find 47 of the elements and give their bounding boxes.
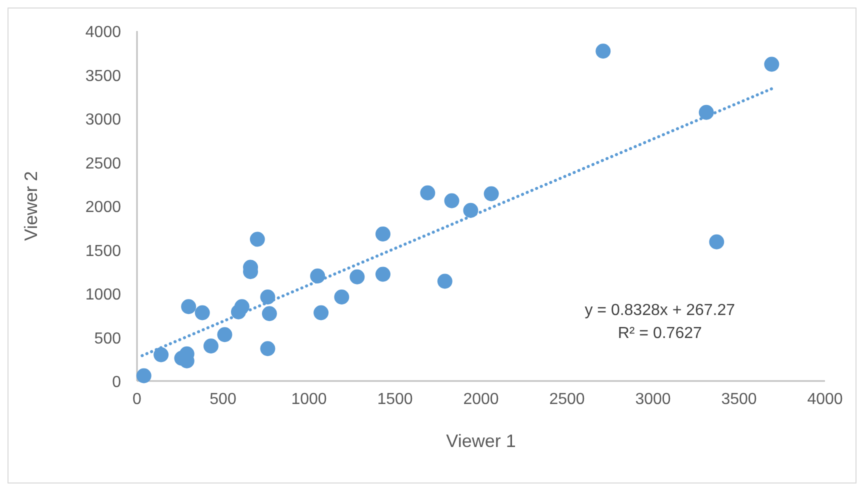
point <box>484 186 499 202</box>
x-tick-label: 500 <box>210 391 236 408</box>
point <box>764 56 780 72</box>
point <box>314 305 329 320</box>
x-tick-label: 2000 <box>463 391 499 408</box>
x-tick-label: 3000 <box>635 391 671 408</box>
point <box>181 299 196 314</box>
x-tick-label: 1000 <box>291 391 327 408</box>
point <box>260 341 276 356</box>
y-axis-title: Viewer 2 <box>21 171 41 241</box>
x-tick-label: 4000 <box>807 391 843 408</box>
point <box>709 234 724 250</box>
y-tick-label: 2000 <box>85 199 122 216</box>
point <box>375 226 390 242</box>
annotation: y = 0.8328x + 267.27 <box>584 302 736 319</box>
point <box>698 104 714 120</box>
point <box>250 232 265 247</box>
point <box>194 305 210 320</box>
point <box>444 193 460 208</box>
y-tick-label: 2500 <box>85 155 122 172</box>
point <box>334 290 350 304</box>
point <box>262 306 277 322</box>
y-tick-label: 0 <box>112 374 122 391</box>
y-tick-label: 1500 <box>85 242 122 260</box>
point <box>136 368 152 384</box>
x-axis-title: Viewer 1 <box>446 431 516 451</box>
point <box>463 202 478 218</box>
annotation: R² = 0.7627 <box>618 325 702 342</box>
y-tick-label: 3000 <box>85 112 122 128</box>
point <box>154 347 169 362</box>
point <box>375 266 390 282</box>
point <box>350 269 365 284</box>
x-tick-label: 0 <box>132 391 142 408</box>
y-tick-label: 500 <box>94 330 122 348</box>
point <box>217 327 232 342</box>
point <box>310 268 326 284</box>
x-tick-label: 2500 <box>549 391 585 408</box>
point <box>260 290 276 304</box>
point <box>437 274 452 289</box>
y-tick-label: 3500 <box>85 68 122 85</box>
point <box>596 44 611 59</box>
x-tick-label: 1500 <box>377 391 413 408</box>
y-tick-label: 1000 <box>85 286 122 304</box>
x-tick-label: 3500 <box>721 391 757 408</box>
point <box>420 185 436 200</box>
point <box>203 338 218 354</box>
y-tick-label: 4000 <box>85 24 122 41</box>
